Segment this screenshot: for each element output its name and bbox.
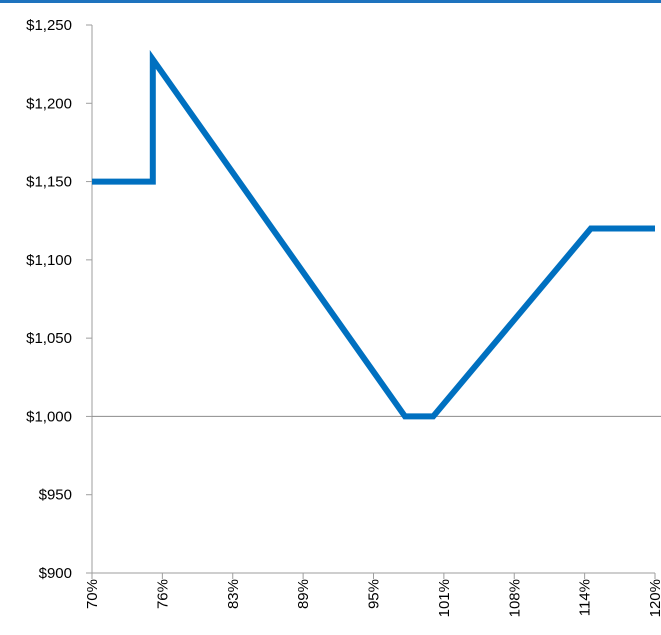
x-tick-label: 95%	[366, 579, 383, 609]
y-tick-label: $1,250	[26, 17, 72, 34]
series-line	[92, 50, 655, 420]
x-tick-label: 120%	[647, 579, 661, 617]
x-tick-label: 108%	[506, 579, 523, 617]
top-accent-rule	[0, 0, 661, 3]
x-tick-label: 114%	[577, 579, 594, 616]
y-tick-label: $1,000	[26, 408, 72, 425]
y-tick-label: $1,100	[26, 252, 72, 269]
x-tick-label: 76%	[154, 579, 171, 609]
y-tick-label: $1,150	[26, 174, 72, 191]
x-tick-label: 83%	[225, 579, 242, 609]
y-tick-label: $900	[39, 565, 72, 582]
x-tick-label: 101%	[436, 579, 453, 617]
x-tick-label: 89%	[295, 579, 312, 609]
y-tick-label: $1,200	[26, 95, 72, 112]
x-tick-label: 70%	[84, 579, 101, 609]
y-tick-label: $950	[39, 487, 72, 504]
y-tick-label: $1,050	[26, 330, 72, 347]
